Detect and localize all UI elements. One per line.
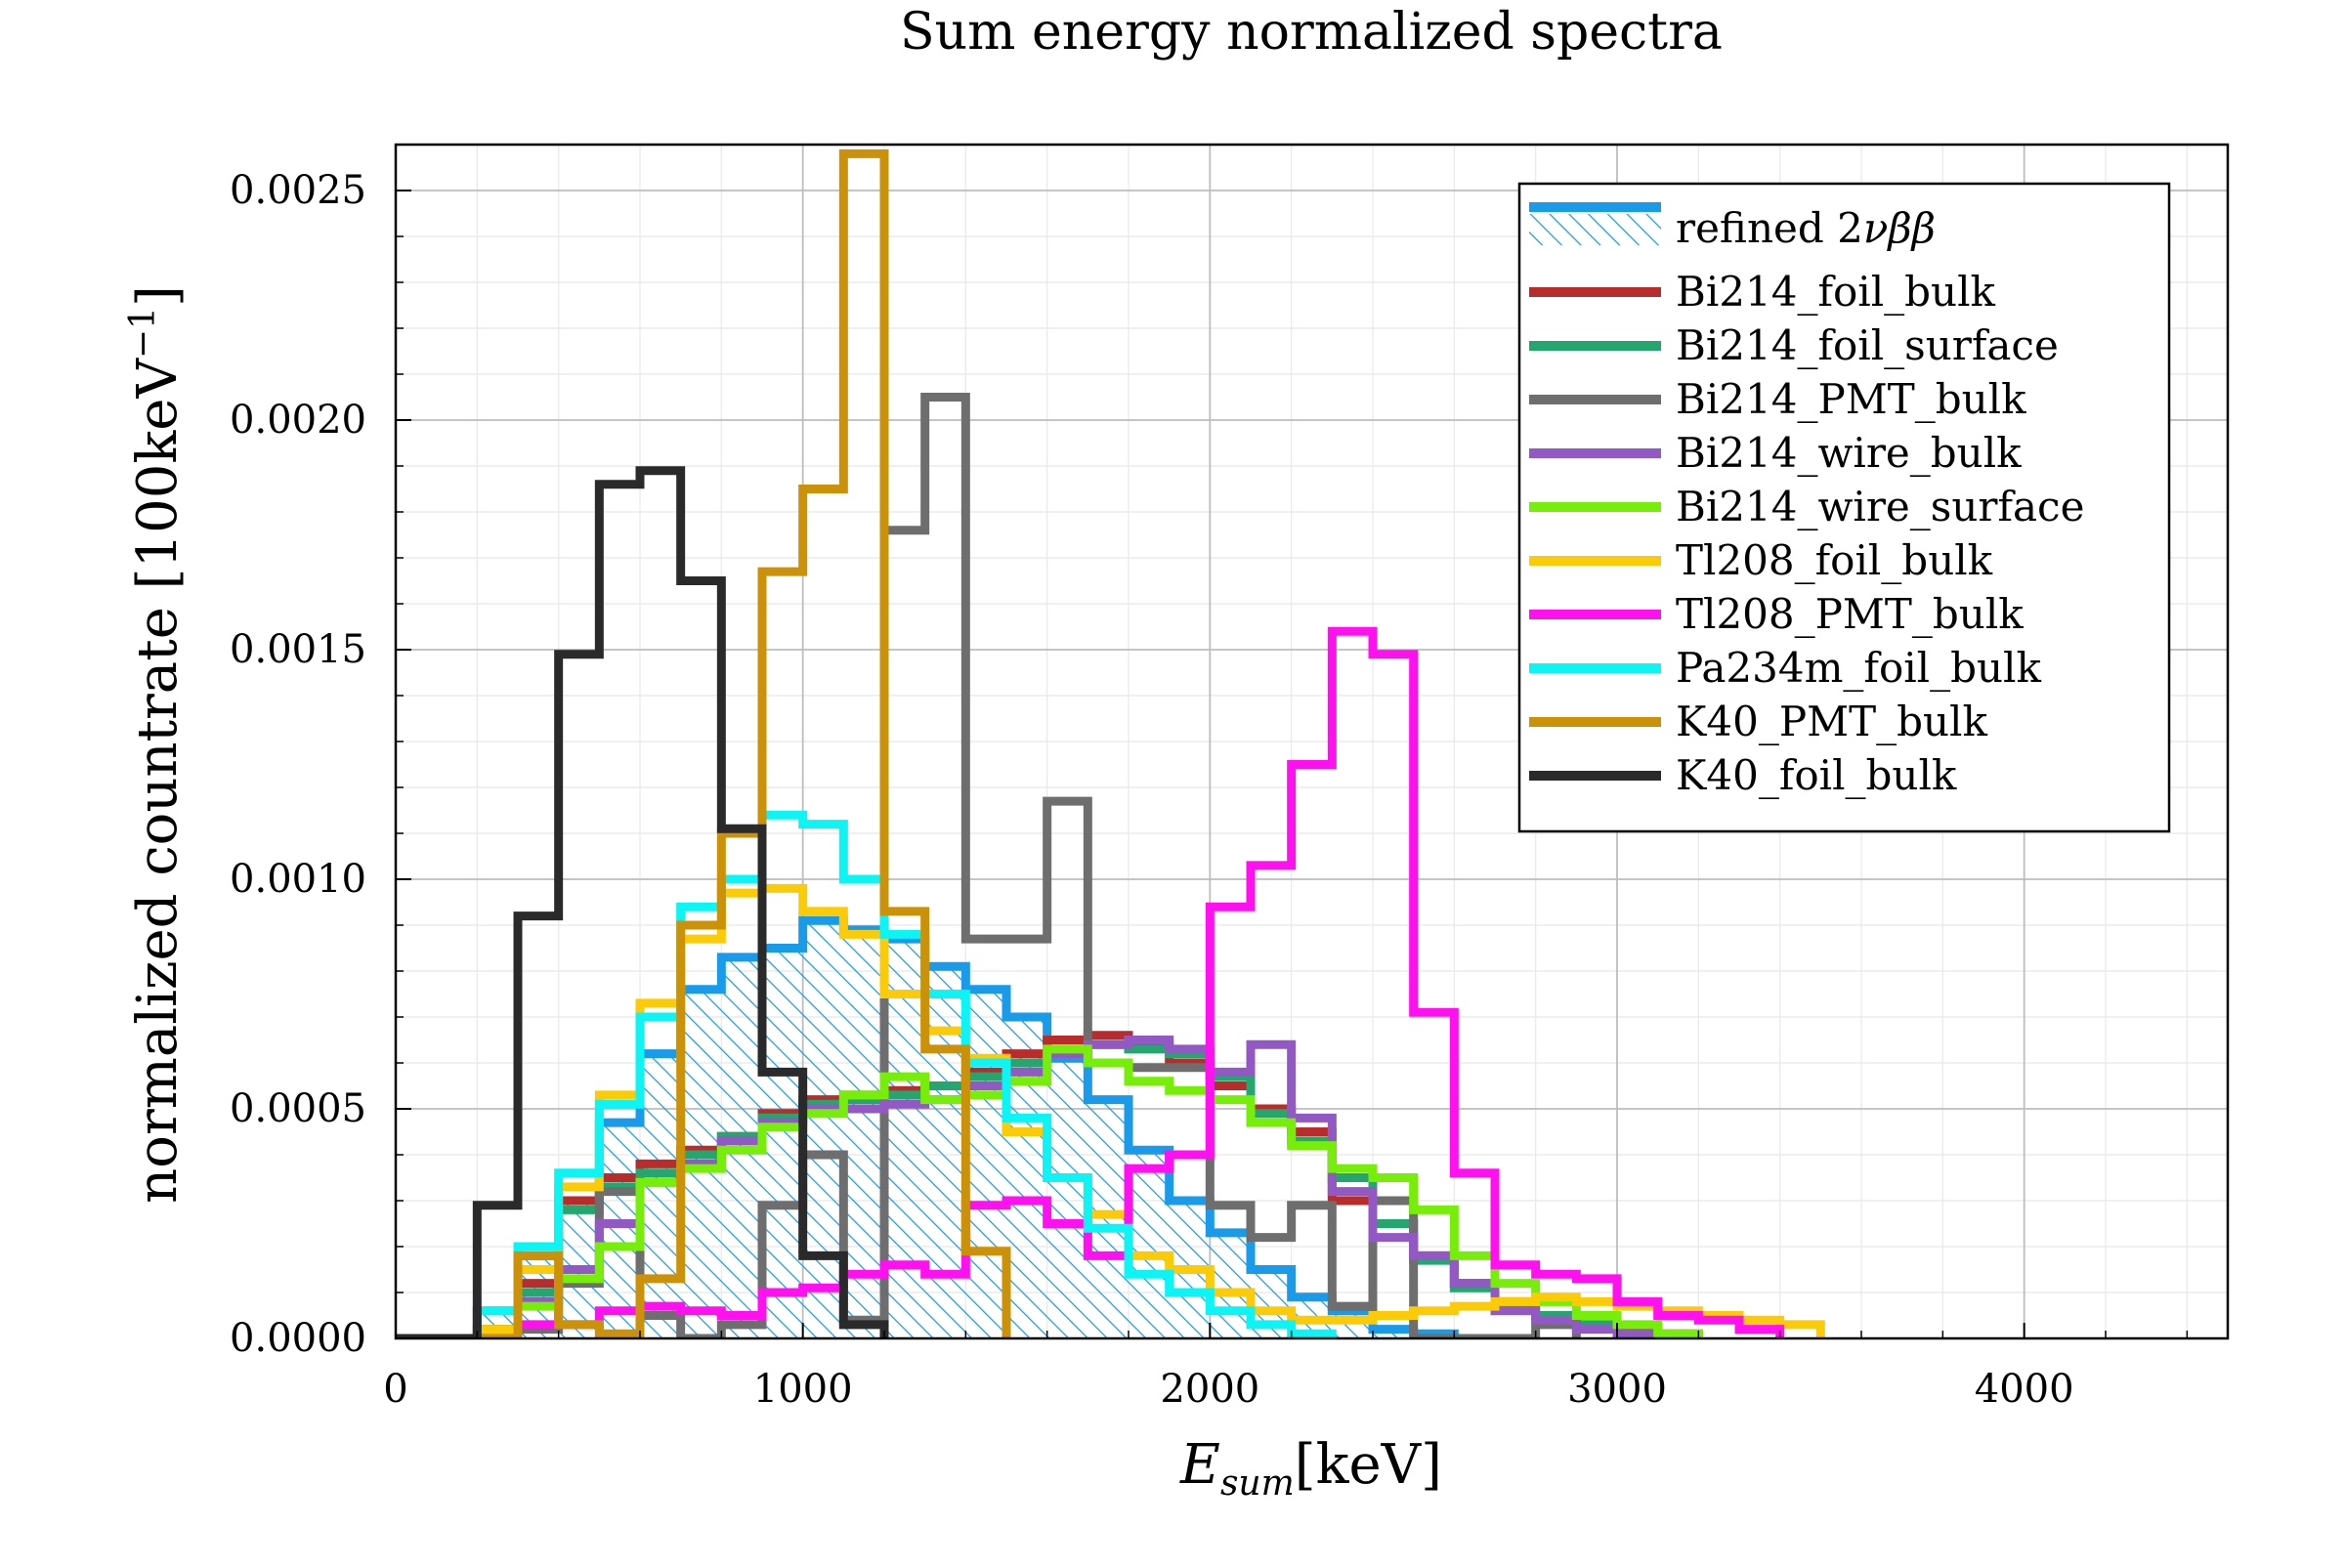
legend-item: Bi214_foil_bulk <box>1529 268 1996 316</box>
axis-ticks <box>395 190 2189 1339</box>
y-tick-label: 0.0005 <box>230 1086 366 1131</box>
x-tick-label: 1000 <box>753 1367 853 1412</box>
legend-item: K40_foil_bulk <box>1529 751 1957 799</box>
legend-label: Bi214_wire_bulk <box>1676 429 2022 477</box>
legend: refined 2νββ Bi214_foil_bulk Bi214_foil_su… <box>1517 182 2171 833</box>
legend-item: refined 2νββ <box>1529 202 1936 252</box>
y-axis-label: normalized countrate [100keV−1] <box>123 285 190 1204</box>
chart-title: Sum energy normalized spectra <box>900 3 1723 62</box>
x-tick-label: 2000 <box>1160 1367 1259 1412</box>
histogram-line-pa234m-foil-bulk <box>396 810 1337 1338</box>
legend-label: Pa234m_foil_bulk <box>1676 644 2041 692</box>
histogram-line-tl208-pmt-bulk <box>396 626 1785 1338</box>
legend-label: K40_PMT_bulk <box>1676 698 1987 745</box>
x-tick-label: 4000 <box>1975 1367 2074 1412</box>
legend-item: Bi214_foil_surface <box>1529 321 2059 369</box>
legend-item: Bi214_PMT_bulk <box>1529 375 2026 423</box>
legend-label: Bi214_wire_surface <box>1676 483 2084 530</box>
legend-item: Tl208_PMT_bulk <box>1529 590 2024 638</box>
y-tick-label: 0.0025 <box>230 168 366 213</box>
legend-label: Tl208_PMT_bulk <box>1676 590 2024 638</box>
x-tick-label: 0 <box>383 1367 407 1412</box>
y-tick-label: 0.0020 <box>230 398 366 443</box>
x-axis-label: Esum[keV] <box>1179 1433 1442 1504</box>
legend-item: Bi214_wire_surface <box>1529 483 2084 530</box>
legend-item: Tl208_foil_bulk <box>1529 536 1993 584</box>
x-tick-label: 3000 <box>1567 1367 1667 1412</box>
legend-label: Bi214_PMT_bulk <box>1676 375 2026 423</box>
x-tick-labels: 0 1000 2000 3000 4000 <box>383 1367 2073 1412</box>
legend-label: Tl208_foil_bulk <box>1676 536 1993 584</box>
histogram-lines <box>396 148 1825 1338</box>
legend-label: Bi214_foil_surface <box>1676 321 2059 369</box>
y-tick-label: 0.0015 <box>230 627 366 672</box>
legend-label: K40_foil_bulk <box>1676 751 1957 799</box>
histogram-line-k40-foil-bulk <box>396 466 889 1338</box>
legend-item: K40_PMT_bulk <box>1529 698 1987 745</box>
y-tick-label: 0.0010 <box>230 857 366 902</box>
histogram-line-bi214-wire-surface <box>396 1044 1703 1338</box>
y-tick-label: 0.0000 <box>230 1316 366 1361</box>
histogram-line-refined-2- <box>396 915 1459 1338</box>
legend-item: Pa234m_foil_bulk <box>1529 644 2041 692</box>
legend-items: refined 2νββ Bi214_foil_bulk Bi214_foil_su… <box>1529 202 2084 799</box>
legend-swatch-hatch <box>1529 214 1661 245</box>
legend-label: Bi214_foil_bulk <box>1676 268 1996 316</box>
y-tick-labels: 0.0000 0.0005 0.0010 0.0015 0.0020 0.0025 <box>230 168 366 1361</box>
legend-item: Bi214_wire_bulk <box>1529 429 2022 477</box>
legend-label: refined 2νββ <box>1676 204 1936 252</box>
